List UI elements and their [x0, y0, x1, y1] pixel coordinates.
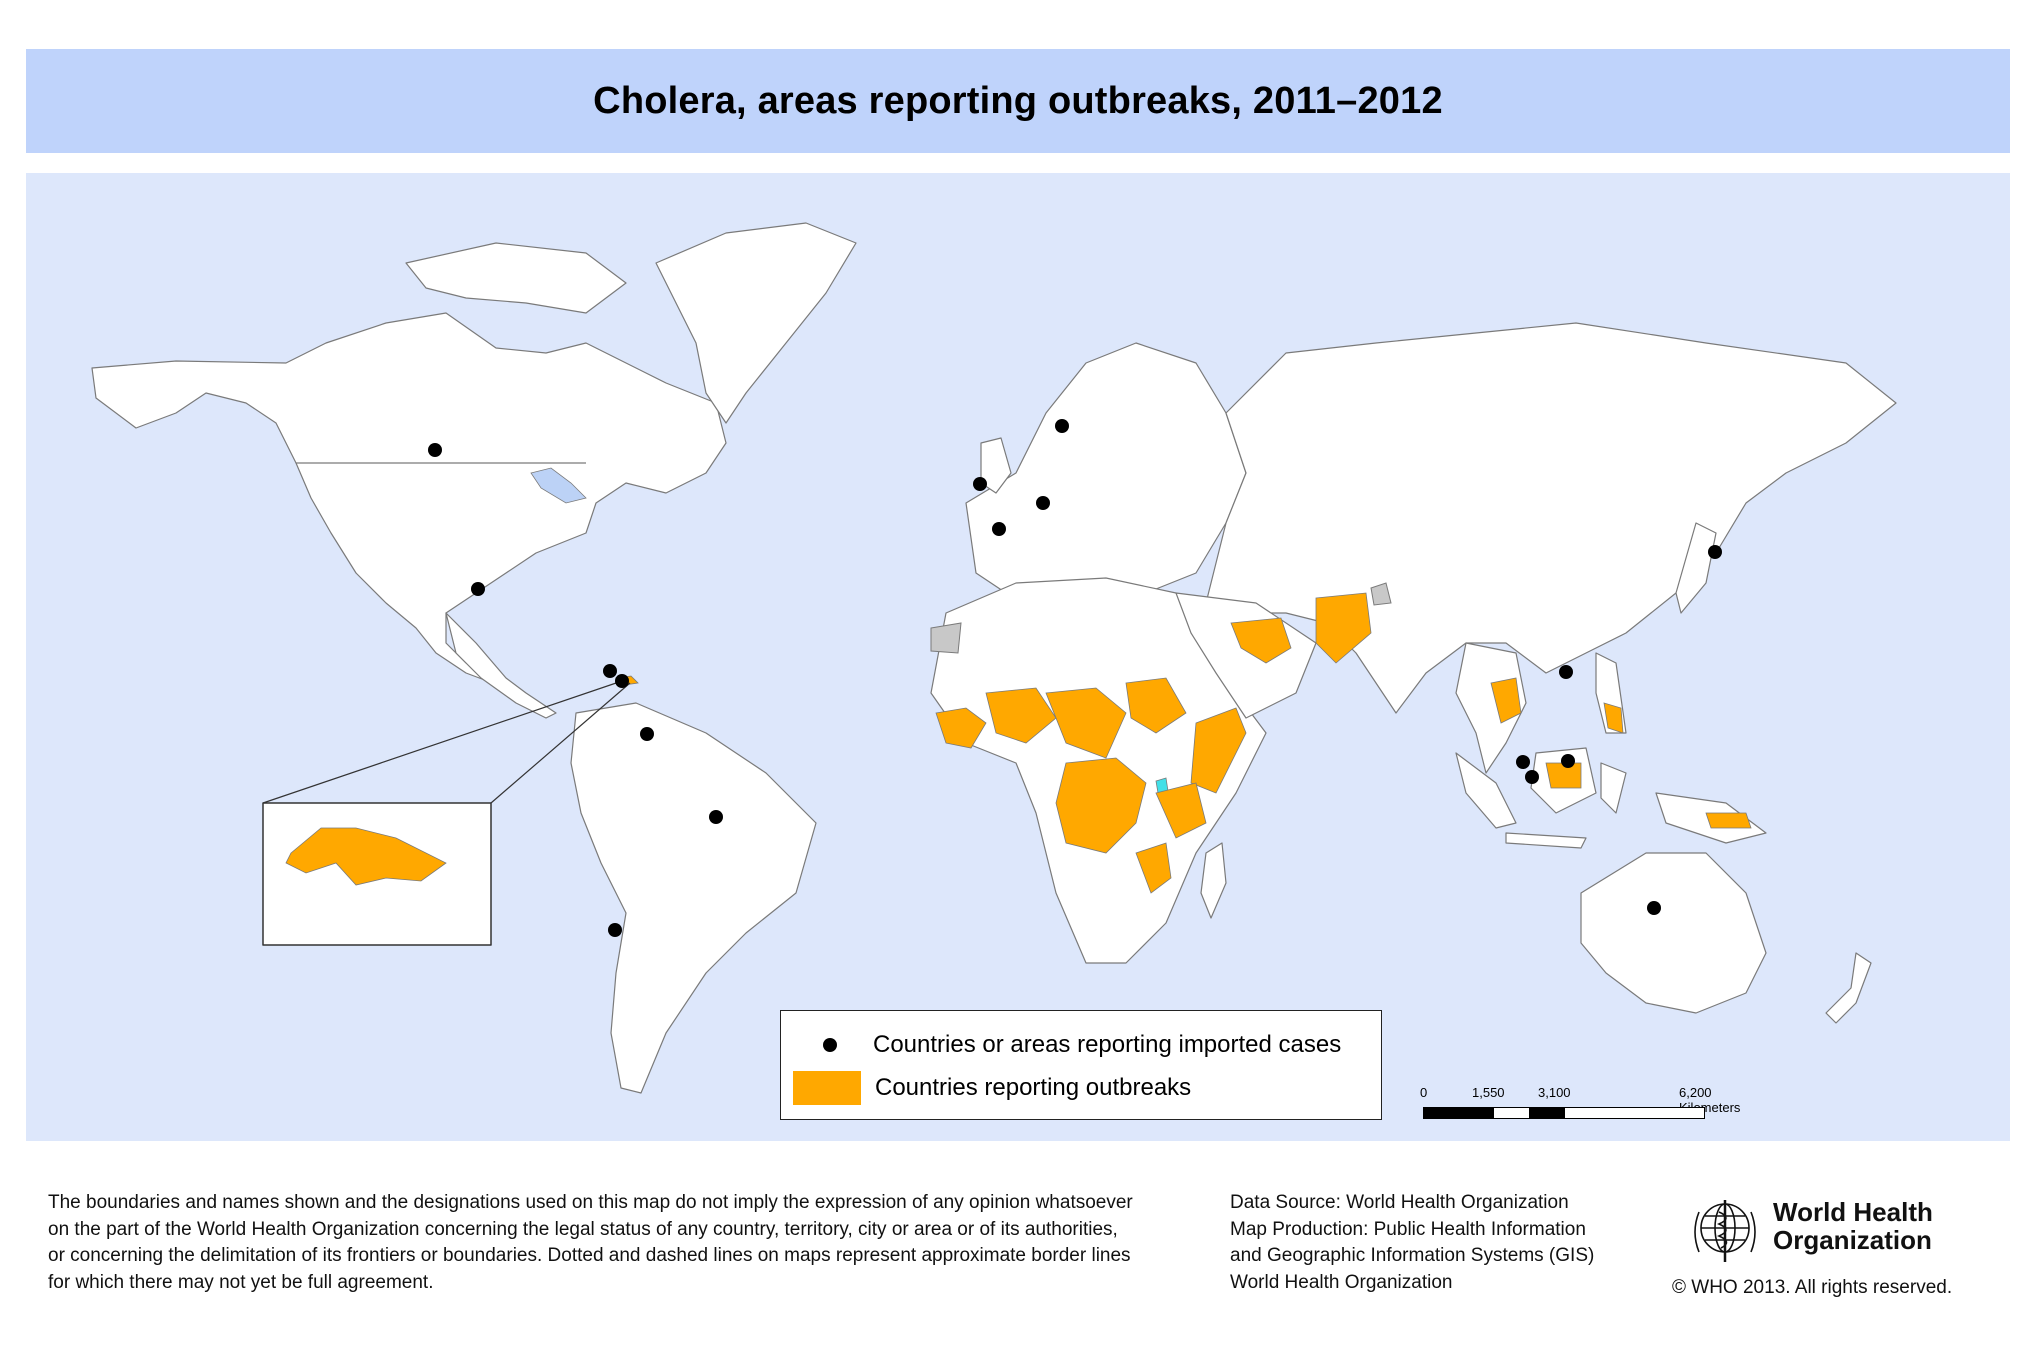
disclaimer-text: The boundaries and names shown and the d… [48, 1190, 1188, 1296]
marker-germany [1036, 496, 1050, 510]
title-band: Cholera, areas reporting outbreaks, 2011… [26, 49, 2010, 153]
scale-tick-0: 0 [1420, 1085, 1428, 1100]
source-line: and Geographic Information Systems (GIS) [1230, 1245, 1595, 1266]
who-name-line1: World Health [1773, 1197, 1933, 1227]
land-java [1505, 832, 1587, 849]
land-greenland [655, 222, 857, 424]
map-title: Cholera, areas reporting outbreaks, 2011… [593, 79, 1443, 122]
land-north-america [91, 312, 727, 689]
disputed-kashmir [1370, 582, 1392, 606]
scale-bar: 0 1,550 3,100 6,200 Kilometers [1420, 1085, 1740, 1125]
scale-bar-graphic [1423, 1107, 1705, 1119]
land-new-zealand [1825, 952, 1872, 1024]
data-source: Data Source: World Health Organization M… [1230, 1190, 1630, 1296]
disclaimer-line: on the part of the World Health Organiza… [48, 1218, 1118, 1240]
land-japan [1675, 522, 1717, 614]
disclaimer-line: or concerning the delimitation of its fr… [48, 1245, 1131, 1266]
outbreak-philippines [1603, 702, 1624, 734]
marker-singapore [1525, 770, 1539, 784]
lake-great-lakes [530, 467, 587, 504]
outbreak-pakistan [1315, 592, 1372, 664]
scale-tick-3100: 3,100 [1538, 1085, 1571, 1100]
source-line: Data Source: World Health Organization [1230, 1192, 1569, 1213]
marker-uk [973, 477, 987, 491]
marker-france [992, 522, 1006, 536]
legend-imported-label: Countries or areas reporting imported ca… [873, 1031, 1342, 1058]
legend: Countries or areas reporting imported ca… [780, 1010, 1382, 1120]
marker-cuba [603, 664, 617, 678]
outbreak-borneo [1545, 762, 1582, 789]
marker-chile [608, 923, 622, 937]
outbreak-east-africa [1155, 782, 1207, 839]
outbreak-somalia [1190, 707, 1247, 794]
disputed-western-sahara [930, 622, 962, 654]
outbreak-west-africa [935, 707, 987, 749]
land-sumatra [1455, 752, 1517, 829]
marker-hong-kong [1559, 665, 1573, 679]
marker-japan [1708, 545, 1722, 559]
land-sulawesi [1600, 762, 1627, 814]
marker-venezuela [640, 727, 654, 741]
outbreak-iran [1230, 617, 1292, 664]
scale-tick-1550: 1,550 [1472, 1085, 1505, 1100]
map-panel [26, 173, 2010, 1141]
disclaimer-line: The boundaries and names shown and the d… [48, 1192, 1133, 1213]
marker-sweden [1055, 419, 1069, 433]
land-arctic-islands [405, 242, 627, 314]
outbreak-sahel-1 [985, 687, 1057, 744]
land-indochina [1455, 642, 1527, 774]
outbreak-png [1705, 812, 1752, 829]
inset-connector-1 [262, 680, 623, 804]
land-south-america [570, 702, 817, 1094]
outbreak-haiti-inset [285, 827, 447, 886]
outbreak-swatch [793, 1071, 861, 1105]
who-emblem-icon [1694, 1200, 1756, 1262]
marker-dominican-republic [615, 674, 629, 688]
outbreak-sahel-2 [1045, 687, 1127, 759]
marker-australia [1647, 901, 1661, 915]
marker-canada [428, 443, 442, 457]
who-name: World Health Organization [1773, 1198, 1933, 1254]
who-name-line2: Organization [1773, 1225, 1932, 1255]
marker-indonesia [1561, 754, 1575, 768]
who-copyright: © WHO 2013. All rights reserved. [1672, 1277, 1953, 1298]
disclaimer-line: for which there may not yet be full agre… [48, 1271, 434, 1293]
land-australia [1580, 852, 1767, 1014]
land-madagascar [1200, 842, 1227, 919]
imported-marker-symbol [823, 1038, 837, 1052]
outbreak-mozambique [1135, 842, 1172, 894]
land-uk [980, 437, 1012, 494]
inset-connector-2 [490, 682, 631, 804]
legend-row-imported: Countries or areas reporting imported ca… [793, 1031, 1341, 1059]
outbreak-indochina [1490, 677, 1522, 724]
source-line: Map Production: Public Health Informatio… [1230, 1218, 1586, 1240]
legend-row-outbreak: Countries reporting outbreaks [793, 1071, 1191, 1105]
marker-brazil [709, 810, 723, 824]
marker-malaysia [1516, 755, 1530, 769]
outbreak-drc [1055, 757, 1147, 854]
outbreak-sudan [1125, 677, 1187, 734]
world-map [91, 222, 1897, 1094]
source-line: World Health Organization [1230, 1271, 1453, 1293]
legend-outbreak-label: Countries reporting outbreaks [875, 1074, 1192, 1101]
marker-usa [471, 582, 485, 596]
